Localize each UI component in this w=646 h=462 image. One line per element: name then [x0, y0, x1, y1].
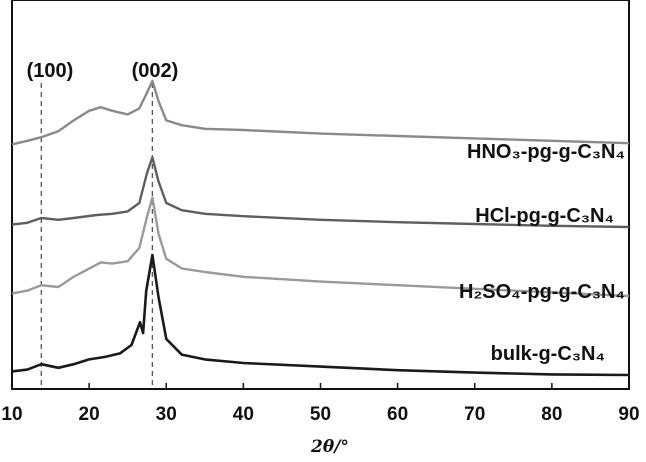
x-tick-label-5: 60 — [387, 404, 408, 425]
series-label-hno3: HNO₃-pg-g-C₃N₄ — [467, 141, 625, 163]
series-line-2 — [11, 196, 630, 298]
peak-label-100: (100) — [27, 60, 74, 82]
series-label-hcl: HCl-pg-g-C₃N₄ — [475, 205, 614, 227]
x-tick-label-0: 10 — [1, 404, 22, 425]
x-tick-label-6: 70 — [464, 404, 485, 425]
x-tick-label-2: 30 — [156, 404, 177, 425]
x-tick-label-4: 50 — [310, 404, 331, 425]
x-tick-label-1: 20 — [79, 404, 100, 425]
series-line-3 — [11, 253, 630, 377]
x-tick-label-3: 40 — [233, 404, 254, 425]
series-label-h2so4: H₂SO₄-pg-g-C₃N₄ — [459, 281, 625, 303]
x-tick-label-7: 80 — [541, 404, 562, 425]
x-tick-label-8: 90 — [618, 404, 639, 425]
x-axis-ticks: 10 20 30 40 50 60 70 80 90 — [1, 383, 640, 425]
reference-lines — [40, 83, 154, 389]
plot-frame — [11, 0, 630, 390]
peak-label-002: (002) — [132, 60, 179, 82]
series-line-0 — [11, 79, 630, 146]
series-group — [11, 79, 630, 377]
x-axis-title: 2θ/° — [310, 437, 349, 457]
series-label-bulk: bulk-g-C₃N₄ — [491, 343, 605, 365]
series-line-1 — [11, 156, 630, 229]
